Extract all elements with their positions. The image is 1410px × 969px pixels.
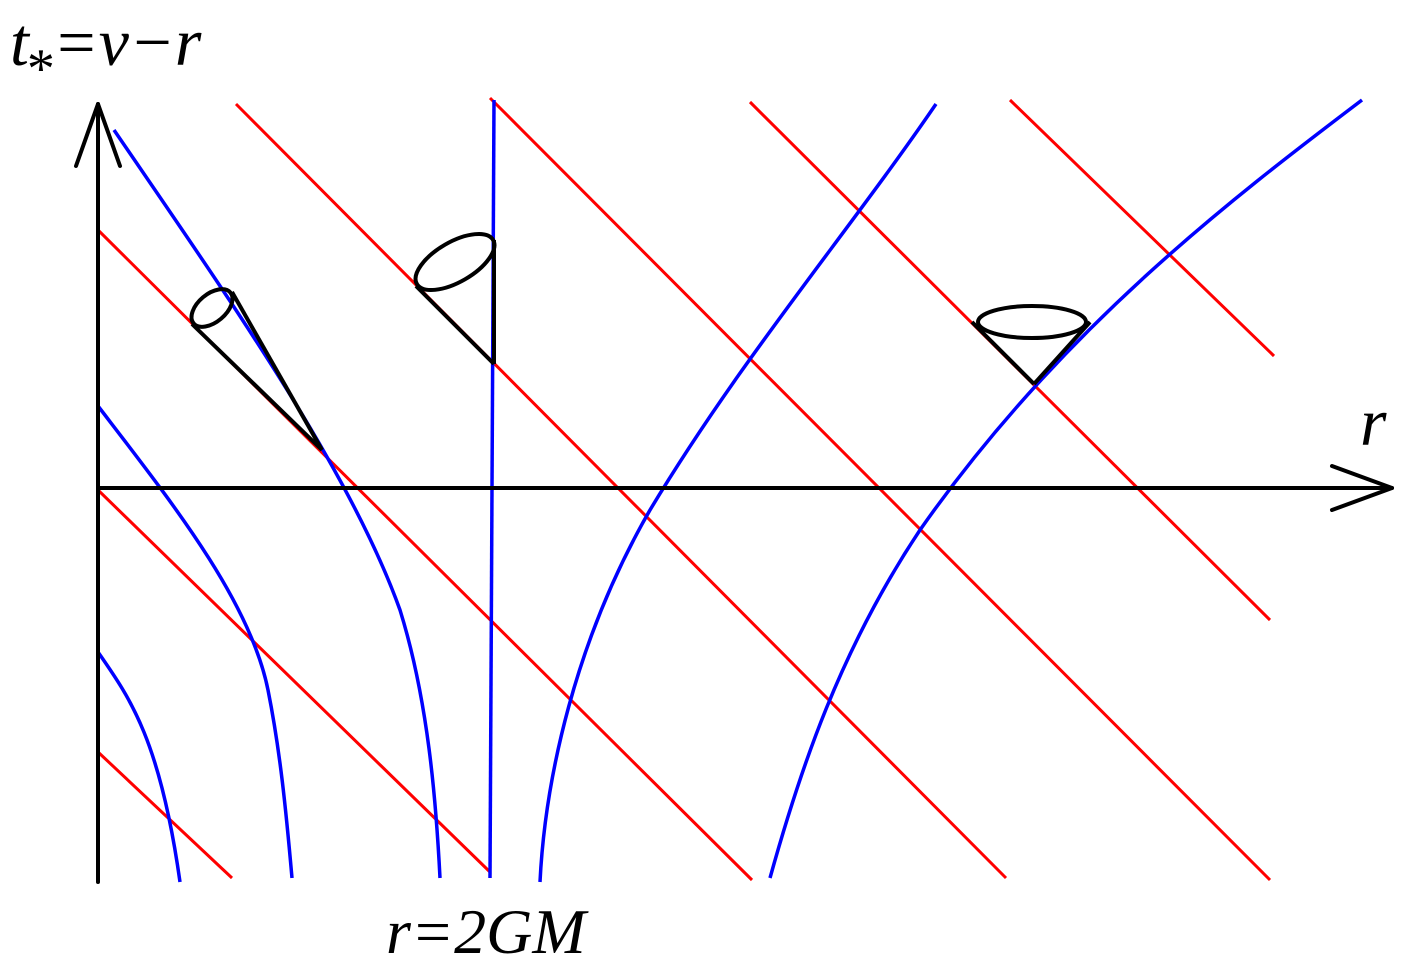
vertical-axis-label: t*=v−r <box>10 8 201 97</box>
horizon-label: r=2GM <box>386 896 586 967</box>
outgoing-ray <box>96 404 294 879</box>
outgoing-null-rays <box>96 98 1364 883</box>
vertical-axis-label-t: t <box>10 4 29 80</box>
cone-edge <box>190 322 324 452</box>
outgoing-ray <box>538 103 938 883</box>
light-cone-at-horizon <box>413 232 497 366</box>
cone-opening <box>189 287 235 329</box>
cone-edge <box>230 291 324 451</box>
horizontal-axis-label: r <box>1360 384 1387 460</box>
outgoing-ray <box>96 651 182 883</box>
cone-opening <box>413 232 497 292</box>
vertical-axis-label-subscript: * <box>26 38 55 100</box>
light-cone-inside-horizon <box>189 287 324 452</box>
ingoing-ray <box>96 488 492 874</box>
outgoing-ray <box>112 129 442 879</box>
ingoing-ray <box>1008 98 1276 358</box>
axes <box>74 102 1394 884</box>
outgoing-ray <box>768 98 1364 879</box>
cone-opening <box>976 304 1088 340</box>
vertical-axis-arrowhead <box>74 102 122 168</box>
cone-edge <box>970 320 1036 386</box>
light-cone-outside-horizon <box>970 304 1092 386</box>
cone-edge <box>414 284 496 366</box>
ingoing-ray <box>234 102 1008 880</box>
horizontal-axis-arrowhead <box>1330 464 1394 512</box>
cone-edge <box>1032 320 1092 386</box>
vertical-axis-label-rest: =v−r <box>52 4 202 80</box>
ingoing-ray <box>96 750 234 880</box>
